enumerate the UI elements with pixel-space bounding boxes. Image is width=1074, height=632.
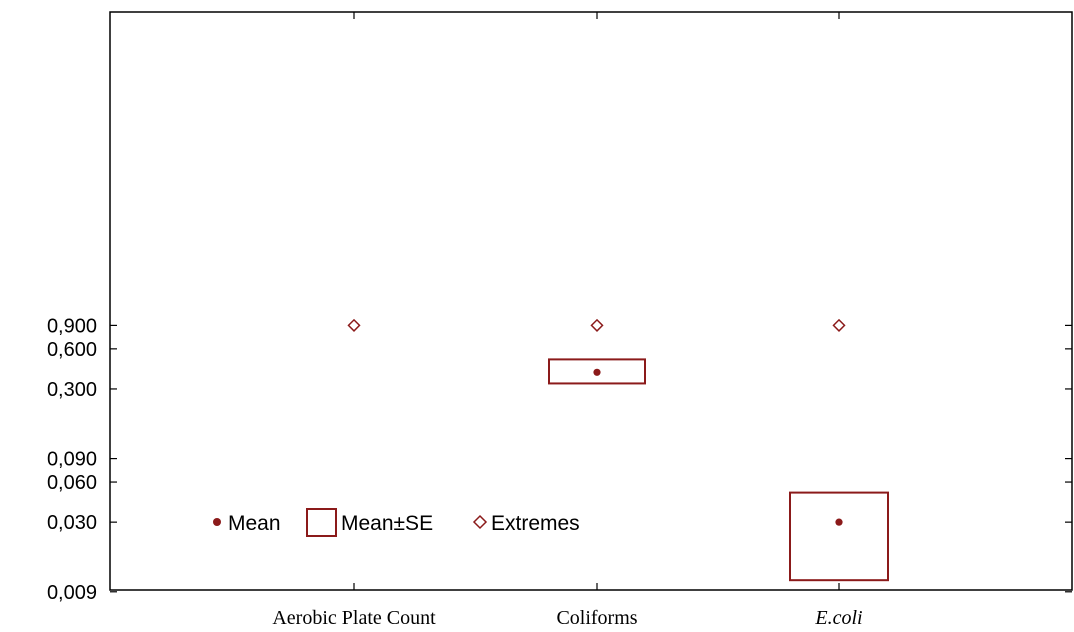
y-axis: 90,00060,00030,0009,0006,0003,0000,9000,…: [47, 315, 1072, 604]
y-tick-label: 0,600: [47, 339, 97, 361]
legend-se-symbol: [306, 508, 337, 537]
plot-frame: [109, 11, 1073, 591]
series-layer: [347, 318, 889, 582]
y-tick-label: 0,900: [47, 315, 97, 337]
extreme-point: [590, 318, 604, 332]
legend-se-label: Mean±SE: [341, 512, 433, 535]
x-category-label: Coliforms: [556, 607, 637, 629]
legend: Mean Mean±SE Extremes: [213, 508, 580, 537]
y-tick-label: 0,030: [47, 512, 97, 534]
mean-point: [835, 518, 843, 526]
legend-extremes-symbol: [472, 514, 488, 530]
y-tick-label: 0,060: [47, 472, 97, 494]
legend-mean-label: Mean: [228, 512, 281, 535]
se-box: [548, 358, 646, 385]
y-tick-label: 0,009: [47, 582, 97, 604]
y-tick-label: 0,090: [47, 449, 97, 471]
x-category-label: Aerobic Plate Count: [272, 607, 436, 629]
extreme-point: [347, 318, 361, 332]
legend-mean-symbol: [213, 518, 221, 526]
y-tick-label: 0,300: [47, 379, 97, 401]
mean-point: [593, 368, 601, 376]
extreme-point: [832, 318, 846, 332]
x-axis: Aerobic Plate Count Coliforms E.coli: [272, 12, 863, 629]
se-box: [789, 491, 889, 582]
legend-extremes-label: Extremes: [491, 512, 580, 535]
x-category-label: E.coli: [814, 607, 862, 629]
